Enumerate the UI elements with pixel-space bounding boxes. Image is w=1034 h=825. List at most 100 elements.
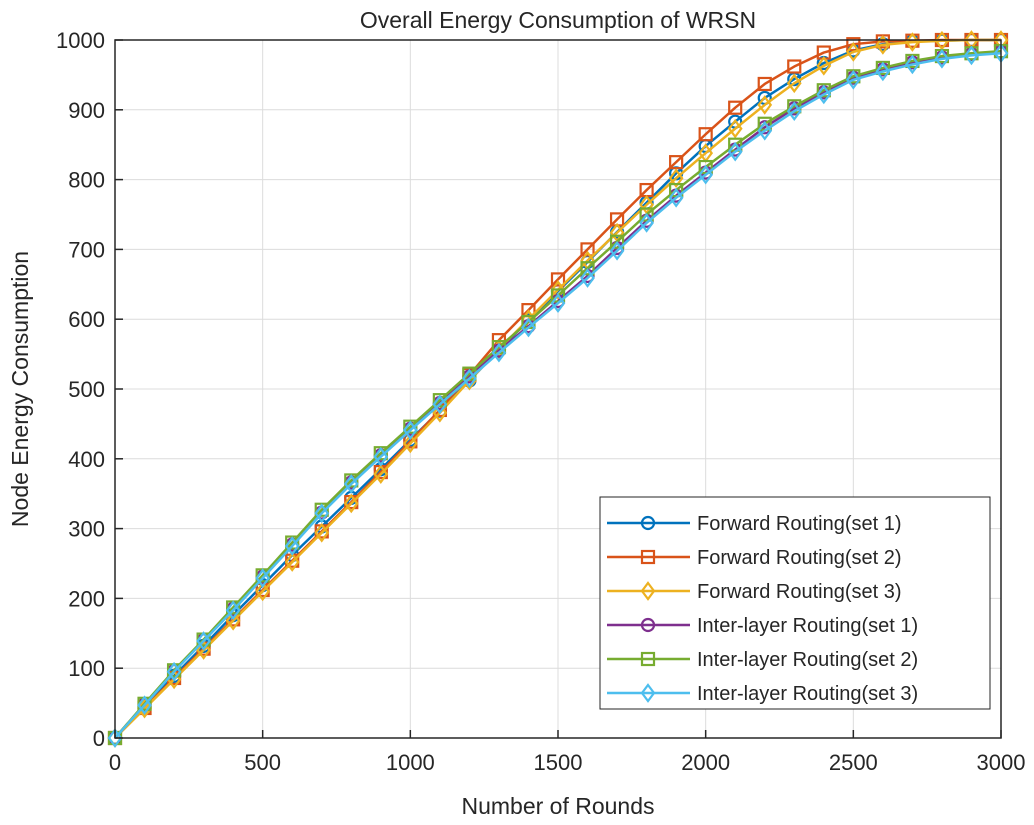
data-point <box>373 464 389 484</box>
data-point <box>934 30 950 51</box>
series-line <box>114 52 1002 739</box>
legend-marker <box>640 683 656 703</box>
legend-marker <box>640 549 656 565</box>
legend-marker <box>640 581 656 601</box>
y-tick-label: 0 <box>93 726 105 751</box>
data-point <box>255 568 271 588</box>
y-tick-label: 900 <box>68 98 105 123</box>
y-tick-label: 200 <box>68 586 105 611</box>
data-point <box>816 55 832 76</box>
data-point <box>609 240 625 261</box>
data-point <box>550 288 566 303</box>
legend-item: Inter-layer Routing(set 2) <box>607 649 918 671</box>
data-point <box>432 402 448 423</box>
legend-marker <box>640 515 656 531</box>
data-point <box>698 164 714 185</box>
y-axis-label: Node Energy Consumption <box>7 251 33 527</box>
data-point <box>787 59 802 74</box>
legend-label: Inter-layer Routing(set 3) <box>697 683 918 705</box>
data-point <box>580 268 595 288</box>
data-point <box>550 272 566 287</box>
legend-label: Forward Routing(set 1) <box>697 513 902 535</box>
legend-item: Forward Routing(set 2) <box>607 547 902 569</box>
data-point <box>905 54 920 75</box>
y-tick-label: 100 <box>68 656 105 681</box>
data-point <box>698 127 713 142</box>
legend-marker <box>640 651 656 667</box>
data-point <box>343 493 359 514</box>
legend-label: Inter-layer Routing(set 1) <box>697 615 918 637</box>
data-point <box>669 155 684 170</box>
x-tick-label: 1000 <box>386 750 435 775</box>
legend-item: Forward Routing(set 1) <box>607 513 902 535</box>
legend-item: Inter-layer Routing(set 3) <box>607 683 918 705</box>
x-tick-label: 2000 <box>681 750 730 775</box>
data-point <box>462 368 477 389</box>
series-6 <box>107 43 1009 748</box>
data-point <box>639 194 654 215</box>
data-point <box>669 182 684 198</box>
legend-item: Inter-layer Routing(set 1) <box>607 615 918 637</box>
x-tick-label: 2500 <box>829 750 878 775</box>
data-point <box>314 522 330 543</box>
data-point <box>225 600 241 621</box>
data-point <box>875 35 891 55</box>
y-tick-label: 1000 <box>56 28 105 53</box>
data-point <box>609 234 625 249</box>
legend-marker <box>640 617 656 633</box>
data-point <box>757 120 773 141</box>
data-point <box>137 698 152 719</box>
x-axis-label: Number of Rounds <box>461 793 654 819</box>
y-tick-label: 800 <box>68 168 105 193</box>
data-point <box>845 69 861 90</box>
data-point <box>757 95 773 115</box>
data-point <box>432 394 448 415</box>
data-point <box>373 446 389 467</box>
y-tick-label: 500 <box>68 377 105 402</box>
data-point <box>846 37 861 52</box>
data-point <box>196 640 211 660</box>
x-tick-label: 1500 <box>534 750 583 775</box>
x-tick-label: 500 <box>244 750 281 775</box>
data-point <box>786 101 802 122</box>
chart-title: Overall Energy Consumption of WRSN <box>360 7 756 33</box>
legend-label: Forward Routing(set 3) <box>697 581 902 603</box>
data-point <box>402 433 418 454</box>
data-point <box>845 42 861 62</box>
data-point <box>668 187 684 208</box>
data-point <box>107 728 123 748</box>
data-point <box>284 536 300 556</box>
y-tick-label: 600 <box>68 307 105 332</box>
data-point <box>491 342 507 363</box>
data-point <box>166 661 182 682</box>
data-point <box>343 474 359 494</box>
data-point <box>934 49 950 69</box>
data-point <box>314 503 330 524</box>
x-tick-label: 3000 <box>977 750 1026 775</box>
data-point <box>639 207 654 222</box>
data-point <box>255 581 271 602</box>
data-point <box>727 141 743 162</box>
data-point <box>580 261 595 276</box>
data-point <box>728 100 743 115</box>
data-point <box>727 118 743 139</box>
y-tick-label: 300 <box>68 517 105 542</box>
y-tick-label: 700 <box>68 237 105 262</box>
data-point <box>225 610 241 631</box>
legend-label: Inter-layer Routing(set 2) <box>697 649 918 671</box>
data-point <box>550 293 566 313</box>
legend: Forward Routing(set 1) Forward Routing(se… <box>599 496 991 710</box>
ticks: 0 500 1000 1500 2000 2500 3000 0 100 200 300 400 500… <box>56 28 1025 775</box>
data-point <box>875 61 891 82</box>
data-point <box>284 552 300 572</box>
data-point <box>402 420 418 441</box>
series-group <box>107 30 1009 748</box>
data-point <box>698 159 713 175</box>
data-point <box>521 317 536 338</box>
legend-item: Forward Routing(set 3) <box>607 581 902 603</box>
data-point <box>639 213 654 233</box>
data-point <box>816 84 832 105</box>
data-point <box>137 695 152 716</box>
data-point <box>964 45 979 66</box>
